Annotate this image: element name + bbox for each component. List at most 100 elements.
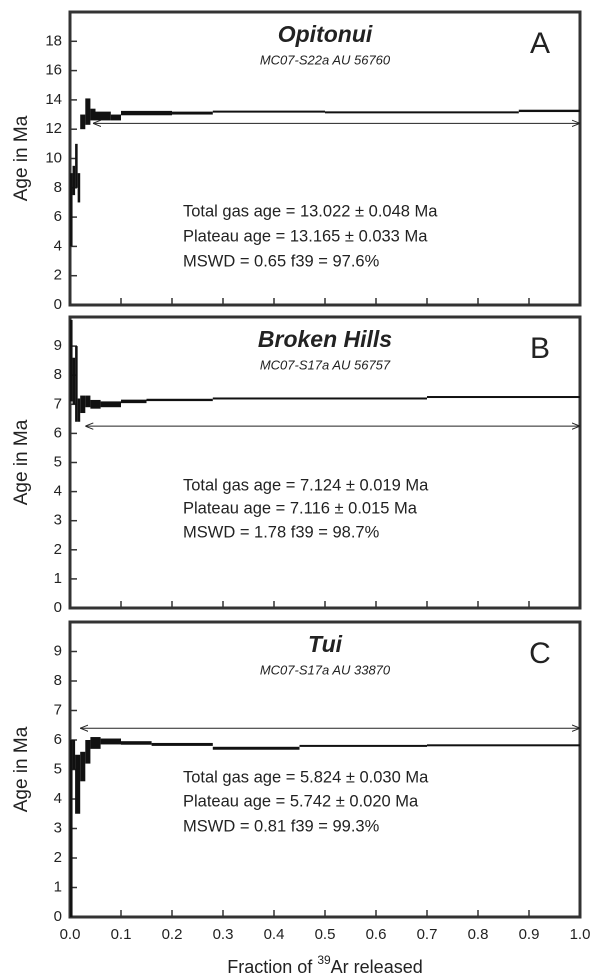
y-tick-label: 4 <box>54 483 62 500</box>
y-tick-label: 4 <box>54 237 62 254</box>
age-step <box>90 737 101 749</box>
label-part: Ar released <box>331 957 423 977</box>
y-tick-label: 10 <box>45 149 62 166</box>
age-step <box>100 401 121 408</box>
y-tick-label: 5 <box>54 760 62 777</box>
y-tick-label: 0 <box>54 599 62 616</box>
y-tick-label: 1 <box>54 570 62 587</box>
annotation: Total gas age = 5.824 ± 0.030 Ma <box>183 768 429 786</box>
y-tick-label: 0 <box>54 908 62 925</box>
y-tick-label: 14 <box>45 91 62 108</box>
y-tick-label: 7 <box>54 701 62 718</box>
y-tick-label: 9 <box>54 642 62 659</box>
panel-letter: C <box>529 637 551 670</box>
y-tick-label: 5 <box>54 453 62 470</box>
y-axis-label: Age in Ma <box>11 419 32 505</box>
annotation: Plateau age = 7.116 ± 0.015 Ma <box>183 499 418 517</box>
age-step <box>518 109 580 113</box>
age-step <box>70 740 73 917</box>
age-step <box>325 111 519 114</box>
annotation: Plateau age = 13.165 ± 0.033 Ma <box>183 227 428 245</box>
age-step <box>427 744 580 747</box>
y-tick-label: 3 <box>54 819 62 836</box>
age-step <box>80 114 86 130</box>
age-step <box>77 398 81 422</box>
panel-subtitle: MC07-S22a AU 56760 <box>260 52 391 67</box>
age-step <box>100 738 121 745</box>
y-tick-label: 2 <box>54 267 62 284</box>
age-step <box>85 98 91 125</box>
y-tick-label: 2 <box>54 541 62 558</box>
x-tick-label: 0.4 <box>264 926 285 943</box>
y-tick-label: 0 <box>54 296 62 313</box>
age-step <box>77 173 81 203</box>
annotation: Plateau age = 5.742 ± 0.020 Ma <box>183 792 419 810</box>
panel-title: Broken Hills <box>258 326 392 352</box>
x-tick-label: 0.9 <box>519 926 540 943</box>
age-step <box>85 395 91 408</box>
x-tick-label: 0.2 <box>162 926 183 943</box>
annotation: MSWD = 0.65 f39 = 97.6% <box>183 252 380 270</box>
annotation: Total gas age = 7.124 ± 0.019 Ma <box>183 476 429 494</box>
annotation: Total gas age = 13.022 ± 0.048 Ma <box>183 202 438 220</box>
age-step <box>75 346 78 422</box>
age-step <box>212 397 427 400</box>
age-step <box>212 746 300 750</box>
age-step <box>85 740 91 764</box>
age-step <box>299 744 427 747</box>
y-axis-label: Age in Ma <box>11 115 32 201</box>
age-step <box>121 741 152 745</box>
age-step <box>90 399 101 409</box>
superscript: 39 <box>317 953 331 967</box>
y-tick-label: 6 <box>54 424 62 441</box>
annotation: MSWD = 0.81 f39 = 99.3% <box>183 817 380 835</box>
x-tick-label: 0.6 <box>366 926 387 943</box>
y-tick-label: 8 <box>54 366 62 383</box>
panel-subtitle: MC07-S17a AU 56757 <box>260 357 391 372</box>
annotation: MSWD = 1.78 f39 = 98.7% <box>183 523 380 541</box>
panel-subtitle: MC07-S17a AU 33870 <box>260 662 391 677</box>
age-step <box>90 108 96 121</box>
y-tick-label: 7 <box>54 395 62 412</box>
age-step <box>75 143 78 188</box>
y-tick-label: 1 <box>54 878 62 895</box>
x-tick-label: 0.5 <box>315 926 336 943</box>
x-tick-label: 0.8 <box>468 926 489 943</box>
age-step <box>80 751 86 782</box>
age-step <box>121 399 147 404</box>
panel-letter: A <box>530 27 550 60</box>
x-tick-label: 0.7 <box>417 926 438 943</box>
age-step <box>72 165 76 196</box>
age-step <box>80 395 86 414</box>
y-tick-label: 6 <box>54 731 62 748</box>
y-tick-label: 16 <box>45 62 62 79</box>
y-tick-label: 8 <box>54 179 62 196</box>
y-tick-label: 3 <box>54 512 62 529</box>
age-step <box>95 111 111 121</box>
panel-letter: B <box>530 332 550 365</box>
age-step <box>212 110 325 113</box>
x-tick-label: 1.0 <box>570 926 591 943</box>
x-tick-label: 0.3 <box>213 926 234 943</box>
y-tick-label: 8 <box>54 672 62 689</box>
age-step <box>121 110 172 116</box>
label-part: Fraction of <box>227 957 317 977</box>
age-step <box>172 111 213 115</box>
y-tick-label: 4 <box>54 790 62 807</box>
age-step <box>70 173 73 247</box>
y-tick-label: 9 <box>54 337 62 354</box>
x-tick-label: 0.1 <box>111 926 132 943</box>
age-step <box>75 754 81 814</box>
age-step <box>427 396 580 399</box>
x-axis-label: Fraction of 39Ar released <box>227 953 422 977</box>
panel-title: Opitonui <box>278 21 373 47</box>
age-step <box>146 398 213 402</box>
age-step <box>72 357 76 405</box>
y-tick-label: 12 <box>45 120 62 137</box>
age-step <box>70 319 73 402</box>
age-step <box>110 114 121 121</box>
age-step <box>151 742 213 746</box>
y-tick-label: 18 <box>45 32 62 49</box>
x-tick-label: 0.0 <box>60 926 81 943</box>
